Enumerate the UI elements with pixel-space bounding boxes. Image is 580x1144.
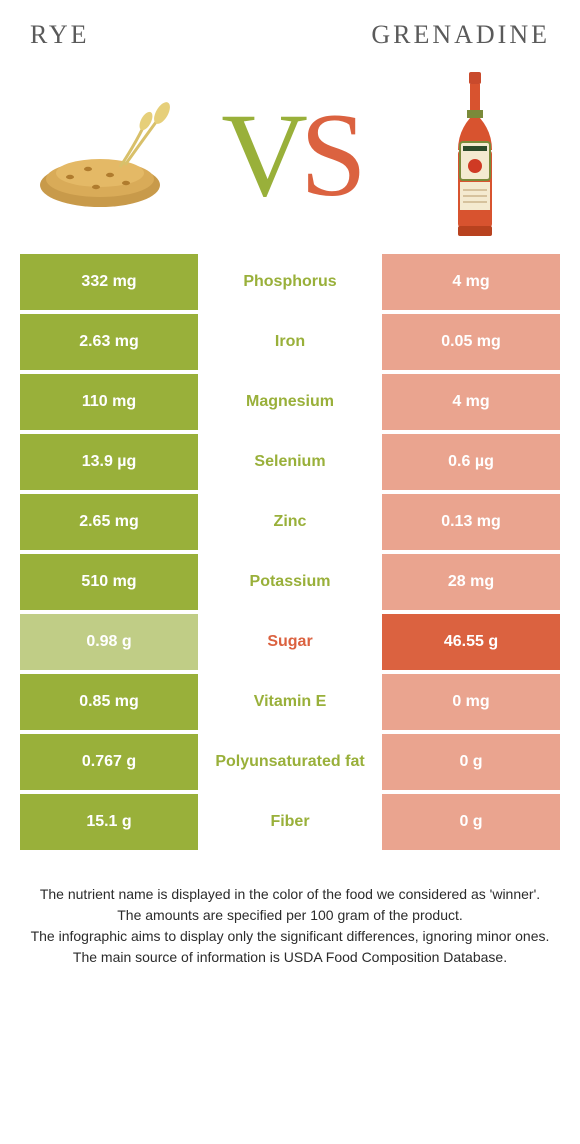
left-value: 510 mg <box>20 554 198 610</box>
grenadine-image <box>400 70 550 240</box>
table-row: 13.9 µgSelenium0.6 µg <box>20 434 560 490</box>
right-value: 0 mg <box>382 674 560 730</box>
table-row: 0.98 gSugar46.55 g <box>20 614 560 670</box>
left-value: 15.1 g <box>20 794 198 850</box>
footer-notes: The nutrient name is displayed in the co… <box>20 884 560 968</box>
title-right: Grenadine <box>371 20 550 50</box>
footer-line: The nutrient name is displayed in the co… <box>30 884 550 905</box>
footer-line: The infographic aims to display only the… <box>30 926 550 947</box>
vs-label: VS <box>221 95 358 215</box>
right-value: 0.13 mg <box>382 494 560 550</box>
right-value: 0 g <box>382 794 560 850</box>
right-value: 4 mg <box>382 254 560 310</box>
left-value: 332 mg <box>20 254 198 310</box>
left-value: 110 mg <box>20 374 198 430</box>
nutrient-label: Iron <box>198 314 382 370</box>
right-value: 0.05 mg <box>382 314 560 370</box>
hero-row: VS <box>20 60 560 250</box>
title-left: Rye <box>30 20 90 50</box>
table-row: 332 mgPhosphorus4 mg <box>20 254 560 310</box>
footer-line: The main source of information is USDA F… <box>30 947 550 968</box>
left-value: 0.767 g <box>20 734 198 790</box>
table-row: 15.1 gFiber0 g <box>20 794 560 850</box>
nutrient-label: Zinc <box>198 494 382 550</box>
nutrient-label: Sugar <box>198 614 382 670</box>
nutrient-label: Polyunsaturated fat <box>198 734 382 790</box>
right-value: 28 mg <box>382 554 560 610</box>
right-value: 0 g <box>382 734 560 790</box>
vs-v: V <box>221 88 300 221</box>
table-row: 510 mgPotassium28 mg <box>20 554 560 610</box>
nutrient-label: Fiber <box>198 794 382 850</box>
right-value: 46.55 g <box>382 614 560 670</box>
right-value: 4 mg <box>382 374 560 430</box>
rye-image <box>30 70 180 240</box>
footer-line: The amounts are specified per 100 gram o… <box>30 905 550 926</box>
left-value: 13.9 µg <box>20 434 198 490</box>
table-row: 2.65 mgZinc0.13 mg <box>20 494 560 550</box>
vs-s: S <box>300 88 359 221</box>
nutrient-label: Magnesium <box>198 374 382 430</box>
table-row: 0.85 mgVitamin E0 mg <box>20 674 560 730</box>
left-value: 2.65 mg <box>20 494 198 550</box>
nutrient-label: Potassium <box>198 554 382 610</box>
nutrient-label: Vitamin E <box>198 674 382 730</box>
nutrient-label: Selenium <box>198 434 382 490</box>
table-row: 110 mgMagnesium4 mg <box>20 374 560 430</box>
table-row: 2.63 mgIron0.05 mg <box>20 314 560 370</box>
left-value: 0.85 mg <box>20 674 198 730</box>
left-value: 0.98 g <box>20 614 198 670</box>
nutrient-label: Phosphorus <box>198 254 382 310</box>
left-value: 2.63 mg <box>20 314 198 370</box>
title-row: Rye Grenadine <box>20 0 560 60</box>
comparison-table: 332 mgPhosphorus4 mg2.63 mgIron0.05 mg11… <box>20 250 560 854</box>
right-value: 0.6 µg <box>382 434 560 490</box>
table-row: 0.767 gPolyunsaturated fat0 g <box>20 734 560 790</box>
